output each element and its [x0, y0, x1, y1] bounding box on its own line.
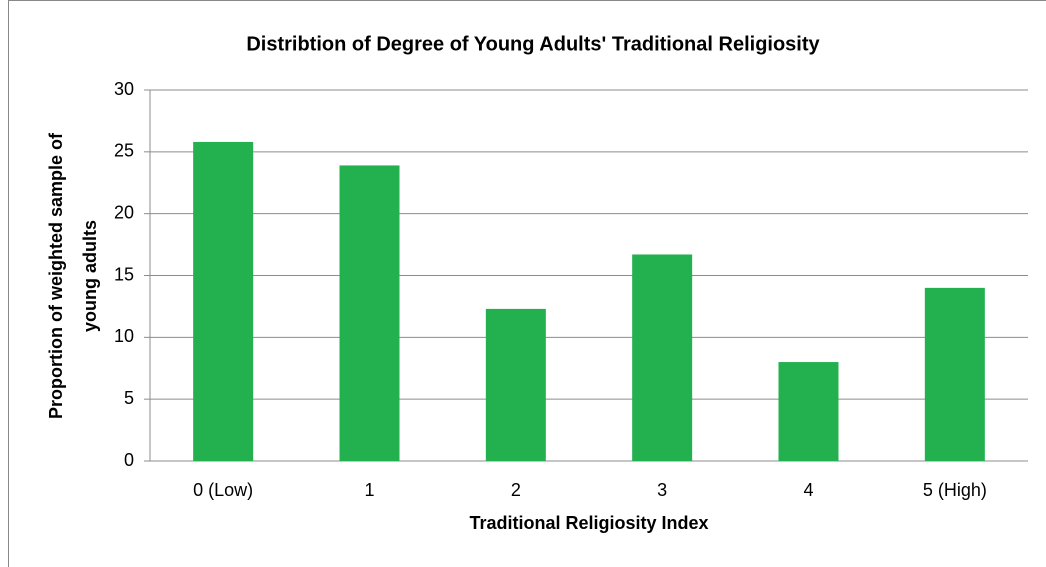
bar — [339, 165, 400, 462]
x-tick-label: 0 (Low) — [193, 480, 253, 500]
y-tick-label: 30 — [114, 79, 134, 99]
x-tick-label: 3 — [657, 480, 667, 500]
bar — [485, 308, 546, 461]
y-tick-label: 15 — [114, 264, 134, 284]
y-tick-label: 10 — [114, 326, 134, 346]
bar — [778, 362, 839, 461]
chart-title: Distribtion of Degree of Young Adults' T… — [246, 33, 820, 55]
x-tick-label: 4 — [803, 480, 813, 500]
x-tick-label: 2 — [511, 480, 521, 500]
x-axis-label: Traditional Religiosity Index — [469, 513, 708, 533]
y-axis-label-line: young adults — [80, 220, 100, 332]
y-tick-label: 0 — [124, 450, 134, 470]
y-tick-label: 20 — [114, 202, 134, 222]
y-tick-label: 25 — [114, 141, 134, 161]
bar — [193, 141, 254, 461]
x-tick-label: 1 — [364, 480, 374, 500]
y-axis-label: Proportion of weighted sample of young a… — [46, 132, 100, 419]
chart-frame — [8, 0, 1046, 567]
bar — [632, 254, 693, 461]
y-tick-label: 5 — [124, 388, 134, 408]
x-tick-label: 5 (High) — [923, 480, 987, 500]
bar — [924, 287, 985, 461]
y-axis-label-line: Proportion of weighted sample of — [46, 132, 66, 419]
